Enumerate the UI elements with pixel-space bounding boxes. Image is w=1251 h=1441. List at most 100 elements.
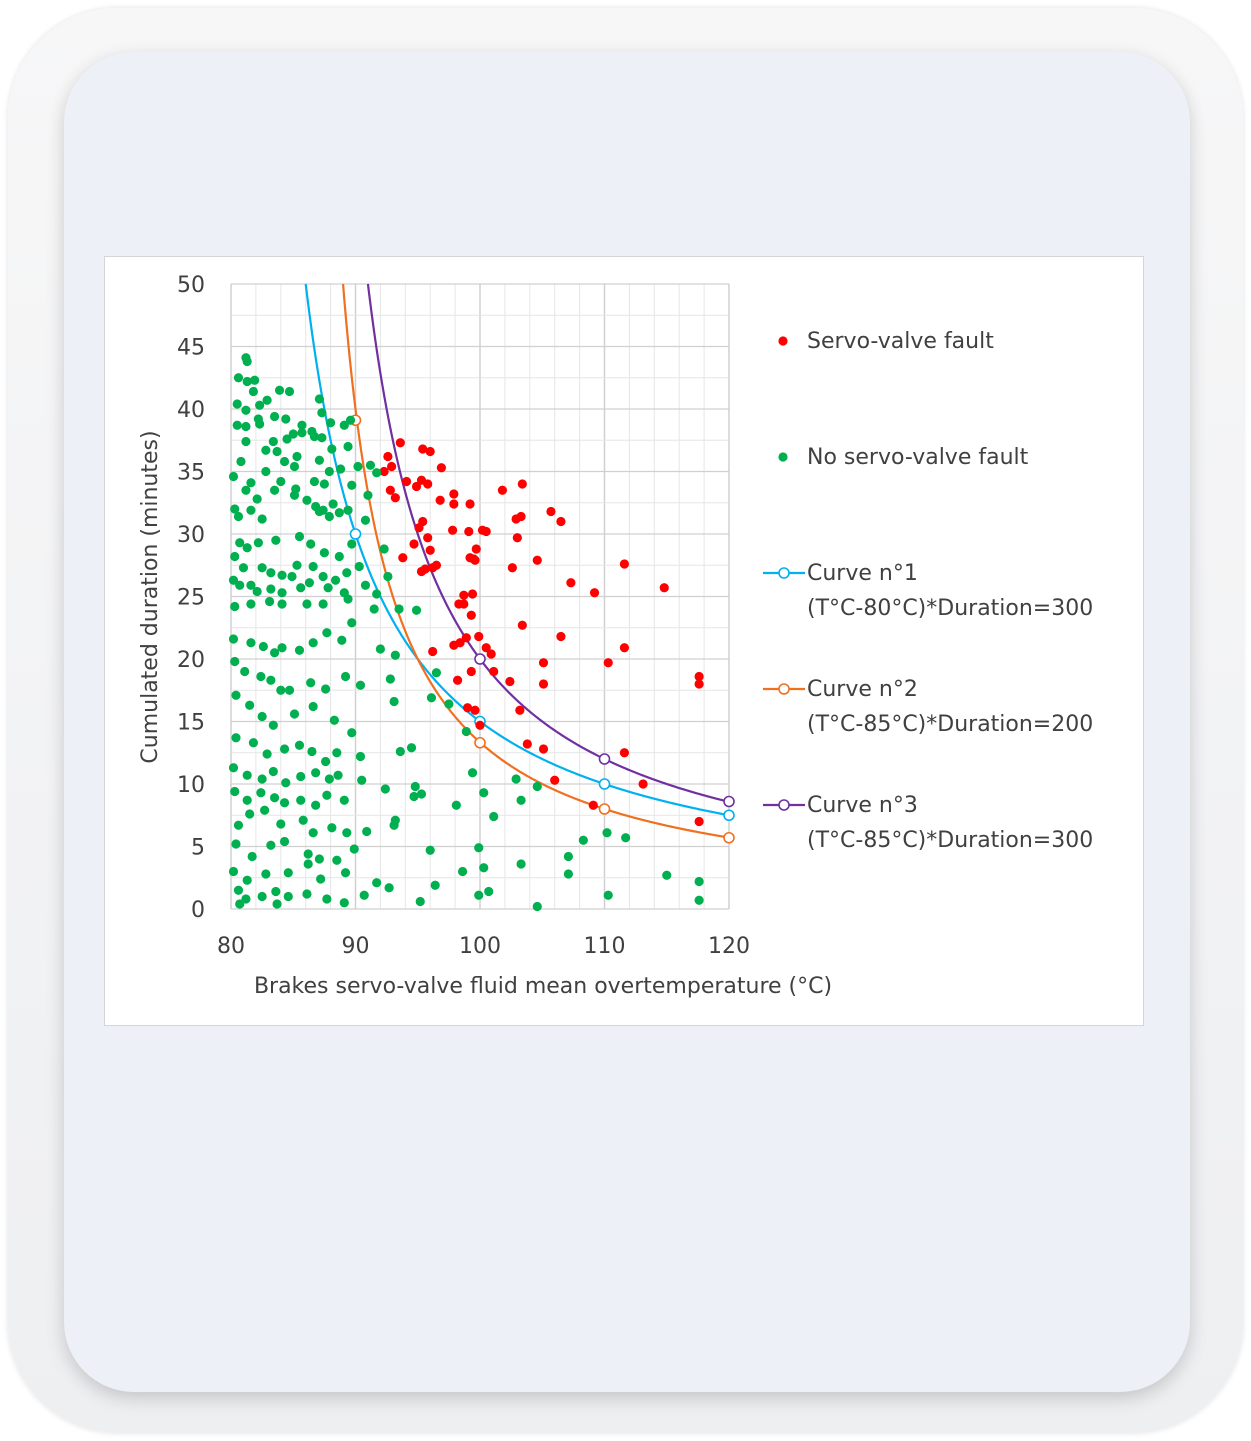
data-point [379, 544, 389, 554]
data-point [308, 828, 318, 838]
data-point [276, 685, 286, 695]
data-point [248, 386, 259, 397]
data-point [471, 544, 481, 554]
data-point [311, 800, 321, 810]
data-point [322, 790, 332, 800]
legend-marker [778, 452, 788, 462]
data-point [318, 599, 328, 609]
x-axis-label: Brakes servo-valve fluid mean overtemper… [254, 974, 832, 999]
data-point [556, 631, 566, 642]
data-point [306, 539, 316, 549]
data-point [339, 898, 349, 908]
data-point [329, 715, 339, 725]
data-point [390, 815, 400, 825]
data-point [349, 844, 359, 854]
data-point [355, 751, 366, 762]
data-point [269, 648, 280, 658]
data-point [532, 555, 542, 565]
data-point [389, 696, 399, 707]
data-point [235, 538, 245, 548]
data-point [425, 446, 435, 457]
data-point [546, 506, 556, 517]
legend: Servo-valve fault No servo-valve fault Cur… [763, 329, 1093, 853]
data-point [532, 901, 542, 912]
data-point [230, 656, 240, 667]
data-point [230, 786, 240, 797]
x-tick-label: 80 [217, 934, 245, 959]
data-point [475, 720, 485, 730]
data-point [390, 493, 400, 503]
data-point [281, 778, 291, 788]
data-point [283, 868, 293, 878]
data-point [292, 451, 302, 462]
data-point [465, 499, 475, 509]
data-point [355, 680, 366, 690]
data-point [517, 479, 527, 489]
data-point [409, 539, 419, 549]
data-point [359, 890, 369, 900]
data-point [444, 699, 454, 709]
data-point [511, 774, 521, 784]
legend-marker [778, 683, 790, 695]
data-point [365, 460, 376, 470]
data-point [272, 899, 282, 909]
data-point [228, 763, 239, 773]
data-point [411, 481, 422, 492]
data-point [321, 684, 331, 694]
data-point [372, 468, 382, 478]
data-point [467, 768, 478, 778]
axes: 80 90 100 110 120 0 5 10 15 20 25 30 35 40 45 50 [177, 273, 750, 959]
data-point [464, 526, 474, 537]
data-point [228, 866, 239, 877]
data-point [309, 431, 320, 442]
data-point [268, 436, 278, 447]
fit-curves [304, 283, 735, 844]
data-point [294, 645, 305, 655]
data-point [474, 631, 484, 642]
legend-label: Curve n°2 [807, 677, 918, 702]
data-point [416, 789, 427, 799]
data-point [277, 643, 287, 653]
data-point [481, 643, 491, 653]
data-point [248, 738, 259, 748]
data-point [334, 551, 344, 562]
data-point [347, 539, 357, 549]
data-point [289, 709, 300, 719]
data-point [261, 445, 271, 455]
legend-sublabel: (T°C-85°C)*Duration=300 [807, 828, 1093, 853]
data-point [466, 610, 476, 620]
data-point [297, 428, 307, 438]
y-tick-label: 0 [191, 898, 205, 923]
data-point [383, 451, 393, 462]
legend-sublabel: (T°C-80°C)*Duration=300 [807, 596, 1093, 621]
data-point [372, 878, 382, 888]
curve-marker [474, 736, 486, 749]
data-point [246, 580, 256, 590]
data-point [274, 385, 285, 395]
data-point [603, 658, 613, 668]
legend-marker [778, 567, 790, 579]
data-point [619, 748, 630, 758]
data-point [266, 584, 276, 594]
data-point [308, 638, 318, 648]
data-point [242, 795, 252, 805]
data-point [250, 375, 260, 385]
data-point [449, 489, 459, 499]
data-point [354, 561, 364, 572]
data-point [516, 511, 526, 522]
data-point [347, 618, 357, 628]
y-tick-label: 50 [177, 273, 205, 298]
data-point [231, 690, 241, 700]
data-point [241, 485, 251, 495]
data-point [303, 849, 313, 859]
data-point [694, 816, 704, 827]
curve-marker [598, 753, 611, 765]
data-point [411, 605, 422, 615]
data-point [418, 516, 428, 527]
data-point [347, 728, 357, 738]
data-point [314, 506, 324, 517]
data-point [423, 533, 433, 543]
curve-marker [723, 831, 735, 844]
legend-label: Curve n°1 [807, 561, 918, 586]
data-point [240, 666, 250, 677]
